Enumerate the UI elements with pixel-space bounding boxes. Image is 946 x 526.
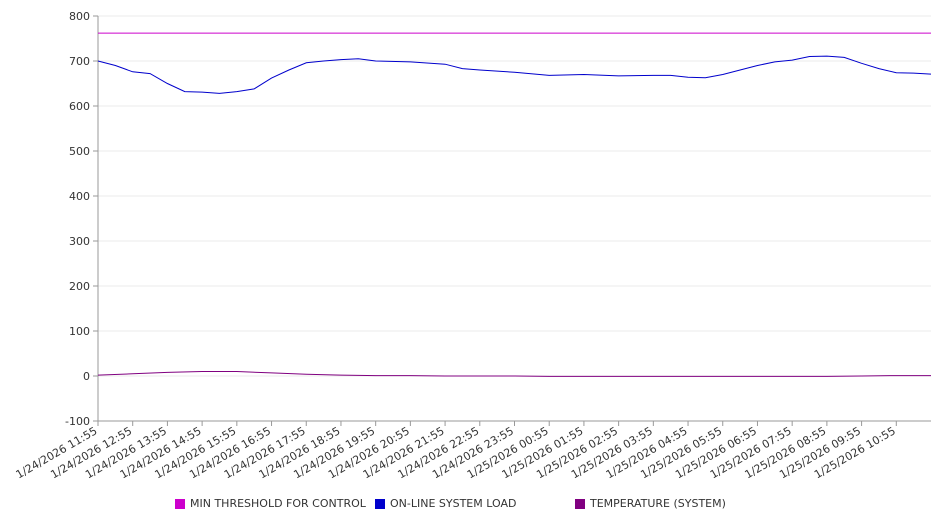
legend-swatch — [575, 498, 585, 509]
y-tick-label: 100 — [69, 325, 90, 338]
axes — [97, 16, 931, 422]
y-tick-label: 800 — [69, 10, 90, 23]
series-lines — [97, 32, 932, 377]
legend-item: MIN THRESHOLD FOR CONTROL — [175, 497, 366, 510]
y-axis-ticks: -100 0 100 200 300 400 500 600 700 800 — [65, 10, 98, 428]
legend-item: TEMPERATURE (SYSTEM) — [575, 497, 726, 510]
y-tick-label: 400 — [69, 190, 90, 203]
line-chart: -100 0 100 200 300 400 500 600 700 800 1/24/2026 … — [14, 10, 932, 481]
x-axis-ticks: 1/24/2026 11:551/24/2026 12:551/24/2026 … — [14, 421, 898, 481]
legend-item: ON-LINE SYSTEM LOAD — [375, 497, 516, 510]
legend-label: MIN THRESHOLD FOR CONTROL — [190, 497, 366, 510]
legend-swatch — [175, 498, 185, 509]
y-tick-label: 500 — [69, 145, 90, 158]
legend-swatch — [375, 498, 385, 509]
y-tick-label: -100 — [65, 415, 90, 428]
y-tick-label: 0 — [83, 370, 90, 383]
legend-label: ON-LINE SYSTEM LOAD — [390, 497, 517, 510]
legend: MIN THRESHOLD FOR CONTROL ON-LINE SYSTEM … — [0, 497, 946, 515]
series-line — [97, 55, 932, 94]
y-tick-label: 700 — [69, 55, 90, 68]
legend-label: TEMPERATURE (SYSTEM) — [590, 497, 726, 510]
y-tick-label: 600 — [69, 100, 90, 113]
series-line — [97, 371, 931, 377]
y-tick-label: 300 — [69, 235, 90, 248]
y-tick-label: 200 — [69, 280, 90, 293]
grid-lines — [98, 15, 931, 377]
